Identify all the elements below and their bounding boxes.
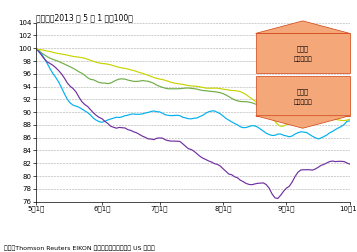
トルコ [186,86,191,89]
インドネシア [34,47,38,50]
ブラジル [186,117,191,120]
Line: インドネシア: インドネシア [36,48,350,126]
ブラジル [348,119,352,122]
インド [34,47,38,50]
Line: インド: インド [36,48,350,199]
インドネシア [278,125,283,128]
トルコ [342,103,346,106]
インドネシア [342,119,346,122]
インドネシア [178,82,182,85]
インド [186,147,191,150]
Text: 資料：Thomson Reuters EIKON から作成。データは対 US ドル。: 資料：Thomson Reuters EIKON から作成。データは対 US ド… [4,245,154,251]
Line: ブラジル: ブラジル [36,48,350,139]
Text: 通貨安: 通貨安 [297,88,309,94]
Text: （ドル安）: （ドル安） [293,56,312,62]
インドネシア [256,102,260,105]
インド [178,140,182,143]
ブラジル [342,123,346,126]
インド [256,182,260,185]
FancyBboxPatch shape [256,76,350,116]
インドネシア [186,84,191,87]
トルコ [178,87,182,90]
インド [348,163,352,166]
ブラジル [331,130,335,133]
インド [276,197,280,200]
ブラジル [256,125,260,129]
インドネシア [126,68,130,71]
Line: トルコ: トルコ [36,48,350,109]
ブラジル [316,137,320,140]
インドネシア [331,117,335,120]
Polygon shape [256,116,350,128]
ブラジル [126,114,130,117]
インド [331,160,335,163]
FancyBboxPatch shape [256,34,350,73]
Text: （ドル高）: （ドル高） [293,99,312,105]
トルコ [348,101,352,104]
トルコ [270,107,274,110]
トルコ [256,103,260,106]
トルコ [126,79,130,82]
インド [342,160,346,163]
ブラジル [34,47,38,50]
Text: （指数、2013 年 5 月 1 日＝100）: （指数、2013 年 5 月 1 日＝100） [36,13,132,22]
トルコ [331,104,335,107]
Text: 通貨高: 通貨高 [297,45,309,52]
インドネシア [348,118,352,121]
Polygon shape [256,21,350,34]
ブラジル [178,114,182,117]
インド [126,128,130,131]
トルコ [34,47,38,50]
